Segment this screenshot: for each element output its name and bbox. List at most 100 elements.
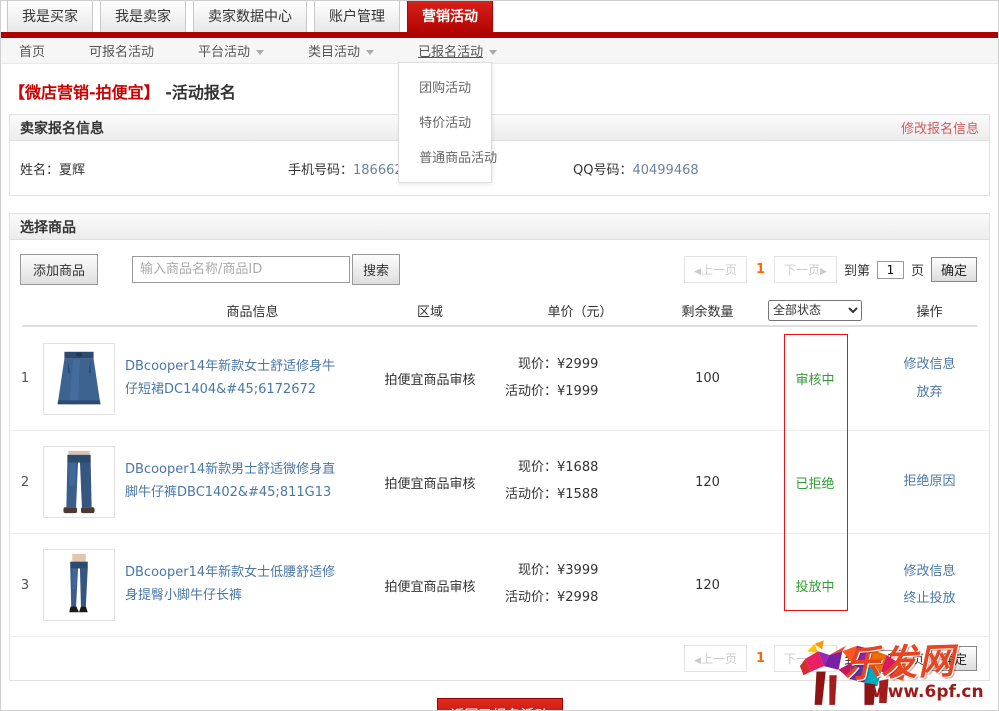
add-product-button[interactable]: 添加商品 [20, 254, 99, 285]
subnav-item-category-activities[interactable]: 类目活动 [308, 41, 375, 60]
product-price-cell: 现价：¥3999 活动价：¥2998 [505, 558, 655, 611]
dropdown-item-special-price[interactable]: 特价活动 [419, 116, 472, 131]
operations-cell: 修改信息 终止投放 [870, 558, 989, 613]
table-row: 1 DBcooper14年新款女士舒适修身牛仔短裙DC1404&#45;6172… [10, 327, 989, 430]
tab-i-am-buyer[interactable]: 我是买家 [7, 1, 93, 32]
stop-delivery-link[interactable]: 终止投放 [903, 591, 956, 606]
header-status-filter: 全部状态 [760, 299, 870, 321]
product-title-link[interactable]: DBcooper14新款男士舒适微修身直脚牛仔裤DBC1402&#45;811G… [125, 462, 336, 500]
rejection-reason-link[interactable]: 拒绝原因 [903, 474, 956, 490]
row-index: 3 [20, 577, 30, 593]
qq-label: QQ号码： [573, 162, 633, 178]
prev-page-button[interactable]: ◀上一页 [684, 256, 747, 283]
product-image-cell [40, 342, 125, 415]
next-page-button[interactable]: 下一页▶ [774, 256, 837, 283]
phone-label: 手机号码： [288, 162, 354, 178]
goto-confirm-button[interactable]: 确定 [930, 646, 977, 671]
current-page-number: 1 [755, 262, 766, 277]
header-unit-price: 单价（元） [547, 304, 613, 320]
current-page-number: 1 [755, 651, 766, 666]
product-image-denim-skirt[interactable] [43, 342, 115, 415]
sub-nav: 首页 可报名活动 平台活动 类目活动 已报名活动 团购活动 特价活动 普通商品活… [1, 38, 998, 183]
goto-page-prefix: 到第 [843, 264, 870, 279]
goto-page-suffix: 页 [910, 264, 924, 279]
prev-page-icon: ◀ [694, 656, 701, 666]
product-region: 拍便宜商品审核 [384, 476, 476, 492]
goto-page-input[interactable] [876, 649, 904, 668]
product-section-title: 选择商品 [20, 219, 76, 236]
status-filter-select[interactable]: 全部状态 [768, 299, 862, 321]
product-image-mens-jeans[interactable] [43, 446, 115, 518]
product-title-link[interactable]: DBcooper14年新款女士舒适修身牛仔短裙DC1404&#45;617267… [125, 358, 336, 397]
back-to-registered-activities-button[interactable]: 返回已报名活动 [436, 698, 563, 710]
table-row: 2 DBcooper14新款男士舒适微修身直脚牛仔裤DBC1402&#45;81… [10, 430, 989, 533]
product-region: 拍便宜商品审核 [384, 579, 476, 595]
next-page-icon: ▶ [820, 267, 827, 277]
header-product-info: 商品信息 [226, 304, 279, 320]
goto-page-suffix: 页 [910, 653, 924, 668]
prev-page-icon: ◀ [694, 267, 701, 277]
tab-seller-data-center[interactable]: 卖家数据中心 [193, 1, 307, 32]
tab-account-management[interactable]: 账户管理 [314, 1, 400, 32]
goto-page-input[interactable] [876, 260, 904, 279]
product-price-cell: 现价：¥2999 活动价：¥1999 [505, 352, 655, 405]
tab-i-am-seller[interactable]: 我是卖家 [100, 1, 186, 32]
operations-cell: 修改信息 放弃 [870, 351, 989, 406]
caret-down-icon [366, 50, 375, 55]
next-page-button[interactable]: 下一页▶ [774, 645, 837, 672]
product-search-input[interactable] [132, 256, 351, 283]
mens-jeans-illustration [63, 450, 95, 514]
product-image-womens-skinny-jeans[interactable] [43, 549, 115, 621]
activity-price: 活动价：¥2998 [505, 590, 599, 605]
goto-page-prefix: 到第 [843, 653, 870, 668]
seller-info-section: 卖家报名信息 修改报名信息 姓名：夏辉 手机号码：18666290721 QQ号… [9, 114, 990, 196]
denim-skirt-illustration [57, 351, 101, 404]
current-price: 现价：¥3999 [518, 563, 599, 579]
header-operations: 操作 [916, 304, 943, 320]
dropdown-item-normal-goods[interactable]: 普通商品活动 [419, 151, 498, 166]
status-text: 已拒绝 [795, 476, 835, 492]
pagination-top: ◀上一页 1 下一页▶ 到第 页 确定 [684, 256, 977, 283]
subnav-item-platform-activities[interactable]: 平台活动 [198, 41, 265, 60]
current-price: 现价：¥2999 [518, 356, 599, 372]
seller-info-title: 卖家报名信息 [20, 120, 104, 137]
dropdown-item-group-buy[interactable]: 团购活动 [419, 81, 472, 96]
name-value: 夏辉 [59, 162, 86, 178]
seller-name-field: 姓名：夏辉 [20, 159, 288, 178]
product-toolbar: 添加商品 搜索 ◀上一页 1 下一页▶ 到第 页 确定 [10, 240, 989, 295]
activity-price: 活动价：¥1999 [505, 383, 599, 399]
subnav-item-registered-activities[interactable]: 已报名活动 团购活动 特价活动 普通商品活动 [398, 41, 498, 183]
prev-page-button[interactable]: ◀上一页 [684, 645, 747, 672]
current-price: 现价：¥1688 [518, 460, 599, 476]
product-section-header: 选择商品 [10, 214, 989, 240]
product-region: 拍便宜商品审核 [384, 373, 476, 388]
status-text: 投放中 [795, 579, 835, 595]
page-title-suffix: -活动报名 [165, 83, 236, 102]
modify-info-link[interactable]: 修改信息 [903, 357, 956, 373]
page-title-highlight: 【微店营销-拍便宜】 [9, 83, 160, 102]
product-section: 选择商品 添加商品 搜索 ◀上一页 1 下一页▶ 到第 页 确定 商品信息 区域… [9, 213, 990, 681]
header-remaining-qty: 剩余数量 [681, 304, 734, 320]
modify-info-link[interactable]: 修改信息 [903, 563, 956, 579]
top-nav: 我是买家 我是卖家 卖家数据中心 账户管理 营销活动 [1, 1, 998, 32]
tab-marketing-activities[interactable]: 营销活动 [407, 1, 493, 32]
goto-confirm-button[interactable]: 确定 [930, 257, 977, 282]
row-index: 1 [20, 371, 30, 386]
remaining-quantity: 100 [695, 371, 720, 386]
subnav-item-open-activities[interactable]: 可报名活动 [89, 45, 155, 60]
product-title-link[interactable]: DBcooper14年新款女士低腰舒适修身提臀小脚牛仔长裤 [125, 565, 336, 603]
seller-info-content: 姓名：夏辉 手机号码：18666290721 QQ号码：40499468 [10, 141, 989, 195]
edit-registration-link[interactable]: 修改报名信息 [900, 122, 979, 137]
product-image-cell [40, 446, 125, 518]
subnav-label: 平台活动 [198, 45, 251, 60]
subnav-label: 已报名活动 [418, 45, 484, 60]
abandon-link[interactable]: 放弃 [916, 384, 943, 400]
product-image-cell [40, 549, 125, 621]
caret-down-icon [489, 50, 498, 55]
search-button[interactable]: 搜索 [352, 254, 401, 285]
pagination-bottom: ◀上一页 1 下一页▶ 到第 页 确定 [684, 645, 977, 672]
subnav-item-home[interactable]: 首页 [19, 45, 46, 60]
qq-value: 40499468 [632, 162, 699, 178]
table-row: 3 DBcooper14年新款女士低腰舒适修身提臀小脚牛仔长裤 拍便宜商品审核 [10, 533, 989, 636]
